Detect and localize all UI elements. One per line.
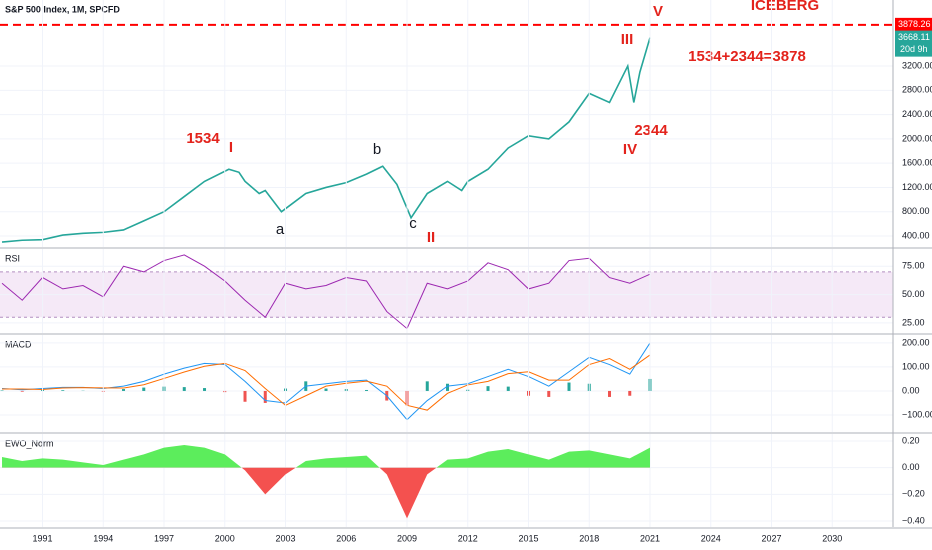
last-label: 3668.11	[898, 32, 930, 42]
target-label: 3878.26	[898, 19, 931, 29]
annotation: I	[229, 139, 233, 156]
y-tick-label: −0.20	[902, 489, 925, 499]
histogram-bar	[446, 383, 450, 391]
ewo-area	[2, 445, 651, 468]
histogram-bar	[142, 387, 146, 391]
annotation: IV	[623, 141, 637, 158]
annotation: 2344	[634, 122, 668, 139]
y-tick-label: 0.00	[902, 385, 920, 395]
x-tick-label: 2030	[822, 533, 842, 543]
y-tick-label: 2000.00	[902, 133, 932, 143]
histogram-bar	[243, 390, 247, 402]
y-tick-label: −0.40	[902, 515, 925, 525]
histogram-bar	[608, 390, 612, 397]
x-tick-label: 1997	[154, 533, 174, 543]
histogram-bar	[182, 387, 186, 391]
target-label-bg	[895, 17, 932, 32]
x-tick-label: 1991	[33, 533, 53, 543]
series-line	[2, 354, 651, 411]
x-tick-label: 2015	[518, 533, 538, 543]
y-tick-label: 0.00	[902, 462, 920, 472]
annotation: II	[427, 229, 435, 246]
x-tick-label: 2012	[458, 533, 478, 543]
y-tick-label: 75.00	[902, 261, 925, 271]
y-tick-label: 400.00	[902, 230, 930, 240]
panel-title: MACD	[5, 339, 32, 349]
panel-title: S&P 500 Index, 1M, SPCFD	[5, 4, 120, 14]
y-tick-label: 800.00	[902, 206, 930, 216]
x-tick-label: 2018	[579, 533, 599, 543]
x-tick-label: 2024	[701, 533, 721, 543]
panel-title: EWO_Norm	[5, 438, 54, 448]
last-label-bg	[895, 30, 932, 57]
histogram-bar	[506, 386, 510, 391]
y-tick-label: 1600.00	[902, 158, 932, 168]
histogram-bar	[20, 390, 24, 392]
y-tick-label: 25.00	[902, 317, 925, 327]
histogram-bar	[122, 389, 126, 391]
histogram-bar	[365, 389, 369, 391]
x-tick-label: 2027	[761, 533, 781, 543]
histogram-bar	[547, 390, 551, 397]
y-tick-label: 100.00	[902, 361, 930, 371]
histogram-bar	[425, 381, 429, 391]
annotation: b	[373, 141, 381, 158]
x-tick-label: 2021	[640, 533, 660, 543]
annotation: 1534	[186, 130, 220, 147]
x-tick-label: 2009	[397, 533, 417, 543]
annotation: ICEBERG	[751, 0, 819, 14]
x-tick-label: 1994	[93, 533, 113, 543]
annotation: V	[653, 3, 663, 20]
y-tick-label: 1200.00	[902, 182, 932, 192]
y-tick-label: 2800.00	[902, 85, 932, 95]
annotation: a	[276, 221, 285, 238]
x-tick-label: 2006	[336, 533, 356, 543]
series-line	[1, 37, 651, 243]
histogram-bar	[486, 386, 490, 391]
annotation: 1534+2344=3878	[688, 48, 806, 65]
y-tick-label: 50.00	[902, 289, 925, 299]
y-tick-label: 0.20	[902, 435, 920, 445]
histogram-bar	[203, 388, 207, 391]
annotation: III	[621, 31, 634, 48]
y-tick-label: 200.00	[902, 337, 930, 347]
y-tick-label: −100.00	[902, 409, 932, 419]
series-line	[1, 254, 651, 330]
histogram-bar	[324, 388, 328, 391]
histogram-bar	[567, 382, 571, 391]
histogram-bar	[628, 390, 632, 396]
histogram-bar	[263, 390, 267, 403]
x-tick-label: 2000	[215, 533, 235, 543]
histogram-bar	[61, 390, 65, 391]
ewo-area	[241, 467, 437, 519]
y-tick-label: 3200.00	[902, 60, 932, 70]
x-tick-label: 2003	[276, 533, 296, 543]
countdown: 20d 9h	[900, 44, 928, 54]
panel-title: RSI	[5, 253, 20, 263]
y-tick-label: 2400.00	[902, 109, 932, 119]
annotation: c	[409, 215, 417, 232]
